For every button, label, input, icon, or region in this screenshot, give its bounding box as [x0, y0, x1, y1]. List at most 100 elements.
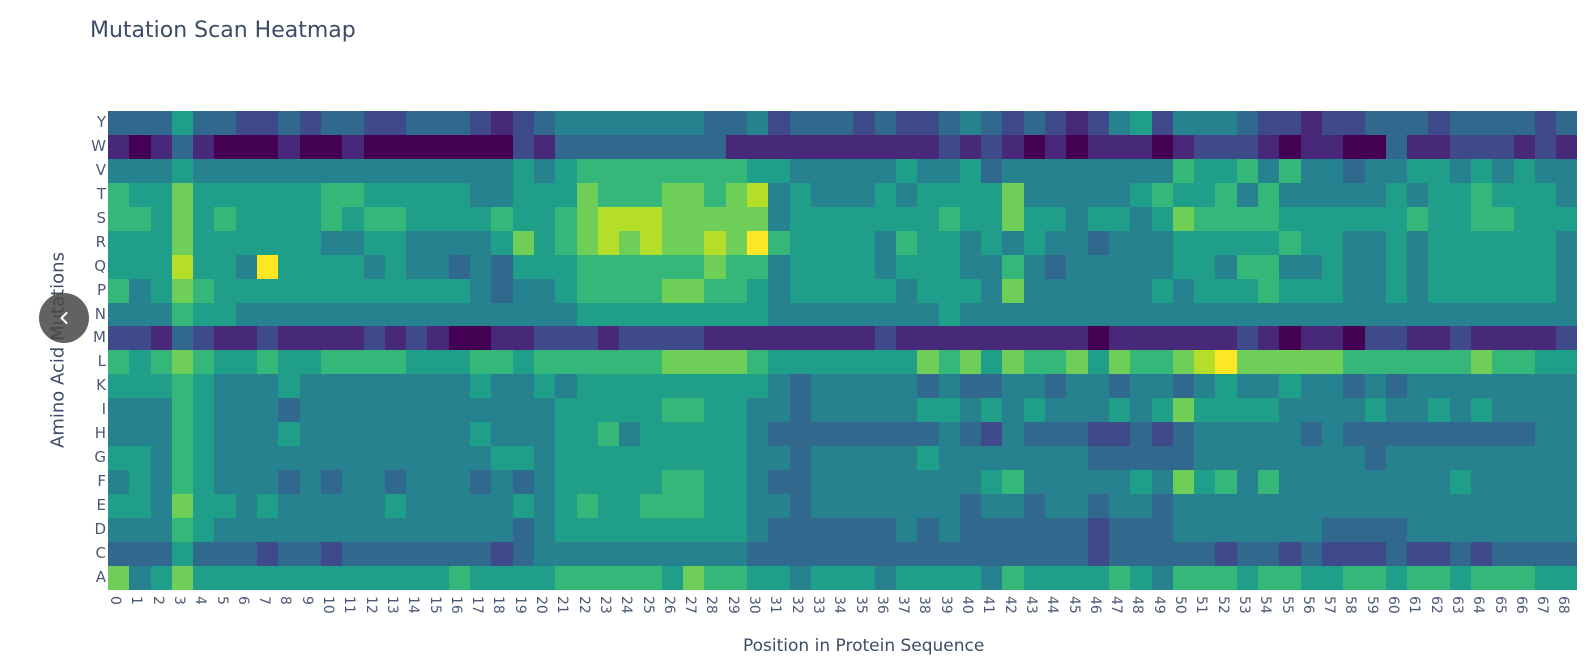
heatmap-cell[interactable]: [1321, 350, 1344, 375]
heatmap-cell[interactable]: [129, 517, 151, 542]
heatmap-cell[interactable]: [1407, 350, 1429, 375]
heatmap-cell[interactable]: [320, 446, 343, 471]
heatmap-cell[interactable]: [768, 350, 790, 375]
heatmap-cell[interactable]: [1066, 374, 1088, 399]
heatmap-cell[interactable]: [576, 446, 598, 471]
heatmap-cell[interactable]: [874, 422, 896, 447]
heatmap-cell[interactable]: [491, 326, 513, 351]
heatmap-cell[interactable]: [1258, 111, 1280, 135]
heatmap-cell[interactable]: [1258, 470, 1280, 494]
heatmap-cell[interactable]: [853, 350, 875, 375]
heatmap-cell[interactable]: [1194, 398, 1216, 423]
heatmap-cell[interactable]: [257, 278, 279, 303]
heatmap-cell[interactable]: [1151, 541, 1173, 566]
heatmap-cell[interactable]: [171, 565, 194, 590]
heatmap-cell[interactable]: [363, 182, 385, 207]
heatmap-cell[interactable]: [171, 398, 194, 423]
heatmap-cell[interactable]: [448, 134, 471, 159]
heatmap-cell[interactable]: [1066, 517, 1088, 542]
heatmap-cell[interactable]: [1130, 398, 1152, 423]
heatmap-cell[interactable]: [895, 182, 918, 207]
heatmap-cell[interactable]: [661, 111, 684, 135]
heatmap-cell[interactable]: [384, 446, 407, 471]
heatmap-cell[interactable]: [150, 111, 172, 135]
heatmap-cell[interactable]: [1492, 278, 1514, 303]
heatmap-cell[interactable]: [1343, 326, 1365, 351]
heatmap-cell[interactable]: [1385, 446, 1408, 471]
heatmap-cell[interactable]: [533, 158, 556, 183]
heatmap-cell[interactable]: [725, 350, 747, 375]
heatmap-cell[interactable]: [683, 302, 705, 327]
heatmap-cell[interactable]: [1343, 278, 1365, 303]
heatmap-cell[interactable]: [1556, 446, 1578, 471]
heatmap-cell[interactable]: [576, 398, 598, 423]
heatmap-cell[interactable]: [576, 158, 598, 183]
heatmap-cell[interactable]: [193, 517, 215, 542]
heatmap-cell[interactable]: [640, 158, 662, 183]
heatmap-cell[interactable]: [1471, 470, 1493, 494]
heatmap-cell[interactable]: [1130, 182, 1152, 207]
heatmap-cell[interactable]: [1385, 278, 1408, 303]
heatmap-cell[interactable]: [768, 182, 790, 207]
heatmap-cell[interactable]: [874, 517, 896, 542]
heatmap-cell[interactable]: [917, 494, 939, 518]
heatmap-cell[interactable]: [278, 374, 300, 399]
heatmap-cell[interactable]: [384, 470, 407, 494]
heatmap-cell[interactable]: [1449, 302, 1471, 327]
heatmap-cell[interactable]: [917, 517, 939, 542]
heatmap-cell[interactable]: [661, 517, 684, 542]
heatmap-cell[interactable]: [1364, 158, 1386, 183]
heatmap-cell[interactable]: [597, 158, 620, 183]
heatmap-cell[interactable]: [576, 182, 598, 207]
heatmap-cell[interactable]: [299, 278, 321, 303]
heatmap-cell[interactable]: [768, 374, 790, 399]
heatmap-cell[interactable]: [342, 541, 364, 566]
heatmap-cell[interactable]: [1492, 541, 1514, 566]
heatmap-cell[interactable]: [959, 398, 982, 423]
heatmap-cell[interactable]: [1364, 517, 1386, 542]
heatmap-cell[interactable]: [1449, 350, 1471, 375]
heatmap-cell[interactable]: [853, 374, 875, 399]
heatmap-cell[interactable]: [1130, 254, 1152, 279]
heatmap-cell[interactable]: [619, 158, 641, 183]
heatmap-cell[interactable]: [853, 254, 875, 279]
heatmap-cell[interactable]: [1279, 494, 1301, 518]
heatmap-cell[interactable]: [257, 111, 279, 135]
heatmap-cell[interactable]: [1364, 326, 1386, 351]
heatmap-cell[interactable]: [597, 422, 620, 447]
heatmap-cell[interactable]: [1151, 422, 1173, 447]
heatmap-cell[interactable]: [235, 111, 258, 135]
heatmap-cell[interactable]: [810, 470, 833, 494]
heatmap-cell[interactable]: [1236, 158, 1259, 183]
heatmap-cell[interactable]: [1130, 494, 1152, 518]
heatmap-cell[interactable]: [704, 206, 726, 231]
heatmap-cell[interactable]: [704, 230, 726, 255]
heatmap-cell[interactable]: [406, 206, 428, 231]
heatmap-cell[interactable]: [1236, 565, 1259, 590]
heatmap-plot-area[interactable]: [108, 111, 1591, 590]
heatmap-cell[interactable]: [384, 350, 407, 375]
heatmap-cell[interactable]: [1087, 278, 1109, 303]
heatmap-cell[interactable]: [1215, 158, 1237, 183]
heatmap-cell[interactable]: [1045, 254, 1067, 279]
heatmap-cell[interactable]: [1321, 230, 1344, 255]
heatmap-cell[interactable]: [1492, 350, 1514, 375]
heatmap-cell[interactable]: [1108, 470, 1131, 494]
heatmap-cell[interactable]: [171, 517, 194, 542]
heatmap-cell[interactable]: [278, 565, 300, 590]
heatmap-cell[interactable]: [938, 326, 960, 351]
heatmap-cell[interactable]: [661, 230, 684, 255]
heatmap-cell[interactable]: [1194, 350, 1216, 375]
heatmap-cell[interactable]: [555, 374, 577, 399]
heatmap-cell[interactable]: [832, 158, 854, 183]
heatmap-cell[interactable]: [1130, 517, 1152, 542]
heatmap-cell[interactable]: [640, 302, 662, 327]
heatmap-cell[interactable]: [512, 326, 534, 351]
heatmap-cell[interactable]: [1194, 494, 1216, 518]
heatmap-cell[interactable]: [406, 565, 428, 590]
heatmap-cell[interactable]: [214, 134, 236, 159]
heatmap-cell[interactable]: [1108, 230, 1131, 255]
heatmap-cell[interactable]: [214, 158, 236, 183]
heatmap-cell[interactable]: [1428, 398, 1450, 423]
heatmap-cell[interactable]: [1492, 470, 1514, 494]
